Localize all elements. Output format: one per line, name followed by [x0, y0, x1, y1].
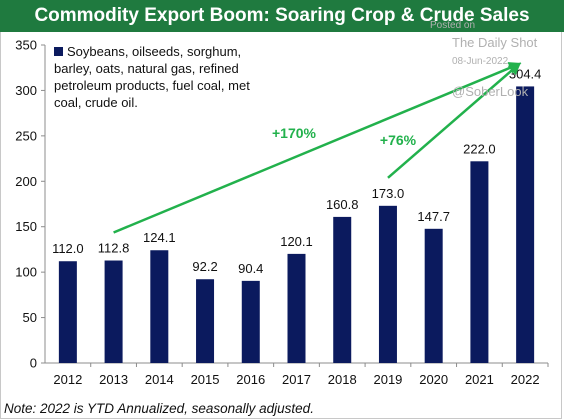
data-label-2015: 92.2 [192, 259, 217, 274]
bar-2015 [196, 279, 215, 363]
growth-arrow-2019-2022 [387, 62, 522, 179]
data-label-2012: 112.0 [52, 241, 84, 256]
y-tick-label: 200 [15, 174, 37, 189]
data-label-2019: 173.0 [372, 186, 405, 201]
y-tick-label: 250 [15, 128, 37, 143]
x-tick-label-2017: 2017 [282, 372, 311, 387]
x-tick-label-2015: 2015 [191, 372, 220, 387]
chart-title: Commodity Export Boom: Soaring Crop & Cr… [0, 0, 564, 32]
data-label-2020: 147.7 [417, 209, 450, 224]
y-tick-label: 100 [15, 265, 37, 280]
data-label-2021: 222.0 [463, 141, 496, 156]
watermark-handle: @SoberLook [452, 84, 529, 99]
legend: Soybeans, oilseeds, sorghum, barley, oat… [54, 43, 274, 111]
growth-label-170: +170% [272, 125, 317, 141]
y-tick-label: 350 [15, 38, 37, 53]
x-tick-label-2022: 2022 [511, 372, 540, 387]
y-tick-label: 50 [23, 310, 37, 325]
bar-2014 [150, 250, 169, 363]
x-tick-label-2012: 2012 [53, 372, 82, 387]
footnote: Note: 2022 is YTD Annualized, seasonally… [4, 401, 314, 416]
watermark-source: The Daily Shot [452, 35, 538, 50]
x-tick-label-2016: 2016 [236, 372, 265, 387]
y-tick-label: 0 [30, 356, 37, 371]
data-label-2018: 160.8 [326, 197, 359, 212]
data-label-2014: 124.1 [143, 230, 176, 245]
x-tick-label-2020: 2020 [419, 372, 448, 387]
bar-2020 [424, 228, 443, 363]
chart-frame [0, 32, 562, 419]
bar-2013 [104, 260, 123, 363]
bar-2018 [333, 216, 352, 363]
growth-label-76: +76% [380, 132, 417, 148]
legend-swatch [54, 47, 63, 56]
legend-label: Soybeans, oilseeds, sorghum, barley, oat… [54, 44, 250, 110]
watermark-posted-on: Posted on [430, 20, 476, 31]
x-tick-label-2019: 2019 [373, 372, 402, 387]
data-label-2017: 120.1 [280, 234, 313, 249]
x-tick-label-2014: 2014 [145, 372, 174, 387]
bar-2017 [287, 253, 306, 363]
growth-arrow-2013-2022 [113, 62, 522, 234]
y-tick-label: 300 [15, 83, 37, 98]
x-tick-label-2018: 2018 [328, 372, 357, 387]
bar-2016 [241, 280, 260, 363]
y-tick-label: 150 [15, 219, 37, 234]
data-label-2013: 112.8 [98, 241, 130, 256]
x-tick-label-2013: 2013 [99, 372, 128, 387]
bar-2021 [470, 161, 489, 363]
bar-2019 [378, 205, 397, 363]
watermark-date: 08-Jun-2022 [452, 56, 509, 67]
data-label-2016: 90.4 [238, 261, 263, 276]
bar-2012 [58, 261, 77, 363]
x-tick-label-2021: 2021 [465, 372, 494, 387]
bar-2022 [516, 86, 535, 364]
